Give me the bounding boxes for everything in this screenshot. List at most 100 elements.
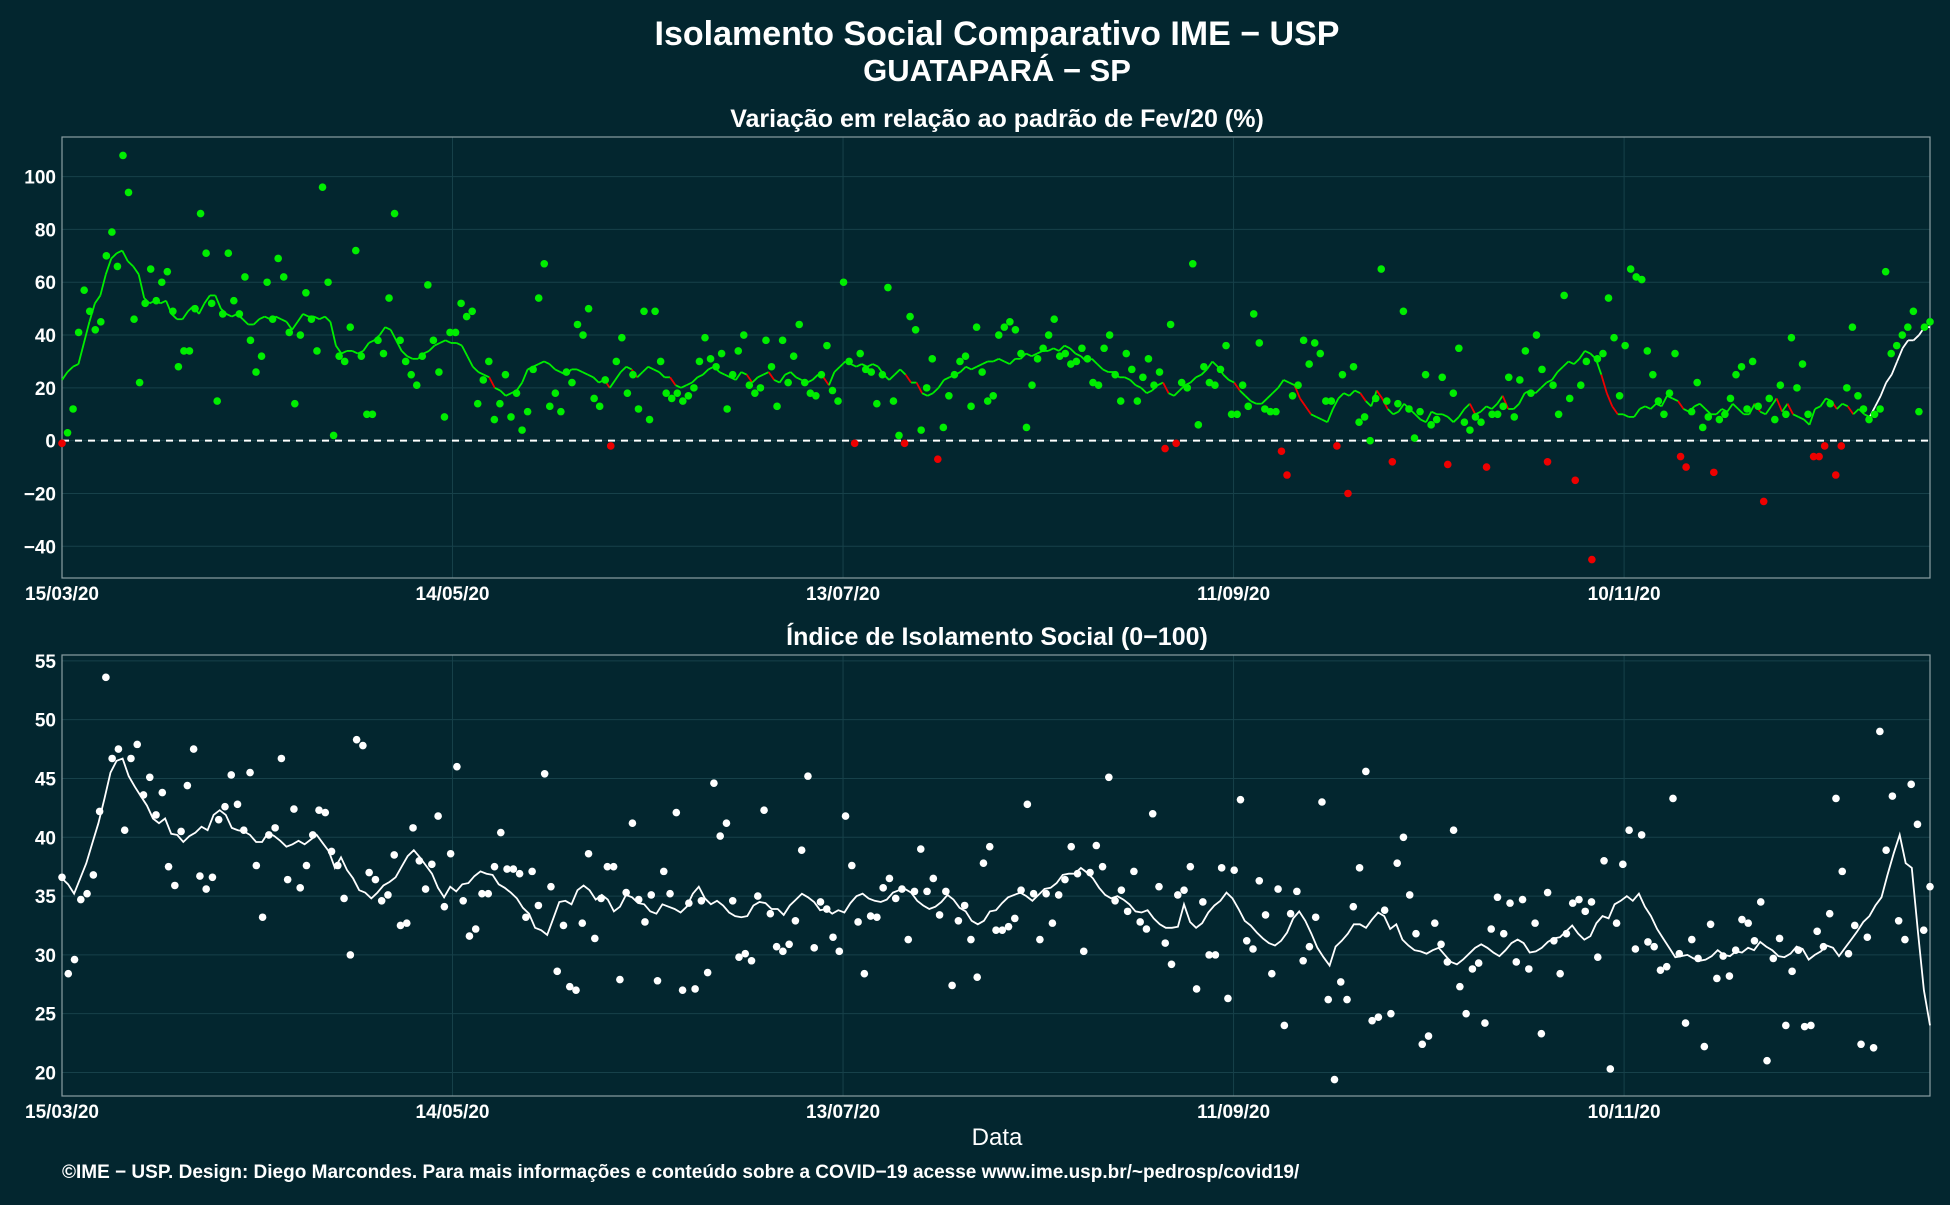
data-point: [1710, 468, 1718, 477]
data-point: [346, 951, 355, 959]
data-point: [1166, 320, 1175, 329]
data-point: [1643, 347, 1652, 355]
data-point: [1456, 982, 1464, 991]
data-point: [1787, 333, 1796, 342]
moving-average-segment: [1568, 360, 1575, 365]
data-point: [1022, 423, 1031, 432]
data-point: [1556, 969, 1564, 978]
data-point: [1255, 876, 1264, 885]
data-point: [1487, 925, 1496, 933]
moving-average-segment: [691, 376, 699, 384]
data-point: [1713, 974, 1721, 983]
data-point: [74, 328, 83, 337]
moving-average-segment: [1157, 381, 1164, 387]
data-point: [307, 315, 316, 324]
data-point: [978, 368, 986, 376]
data-point: [1804, 410, 1812, 419]
moving-average-segment: [850, 363, 857, 368]
moving-average-segment: [1195, 373, 1202, 379]
data-point: [618, 333, 626, 342]
moving-average-segment: [784, 371, 791, 376]
data-point: [1650, 942, 1658, 951]
moving-average-segment: [1283, 379, 1290, 384]
data-point: [1621, 341, 1629, 350]
data-point: [478, 889, 486, 898]
moving-average-segment: [981, 360, 989, 365]
data-point: [1399, 307, 1408, 316]
data-point: [706, 355, 715, 363]
data-point: [1562, 929, 1571, 938]
data-point: [1150, 381, 1158, 390]
moving-average-segment: [1348, 389, 1356, 397]
data-point: [678, 986, 687, 994]
moving-average-segment: [505, 392, 512, 397]
data-point: [239, 826, 248, 835]
y-tick-label: 40: [35, 828, 56, 849]
moving-average-segment: [1058, 344, 1066, 352]
data-point: [854, 918, 862, 926]
data-point: [174, 362, 183, 371]
data-point: [1116, 397, 1125, 405]
moving-average-segment: [625, 365, 633, 371]
moving-average-segment: [767, 371, 775, 381]
moving-average-segment: [1009, 358, 1016, 365]
data-point: [164, 862, 173, 871]
moving-average-segment: [1299, 397, 1307, 407]
data-point: [1318, 798, 1326, 806]
data-point: [1493, 893, 1502, 902]
data-point: [923, 887, 931, 896]
data-point: [63, 428, 72, 437]
moving-average-segment: [1458, 408, 1466, 418]
data-point: [1238, 381, 1247, 390]
data-point: [1360, 413, 1369, 421]
data-point: [557, 407, 565, 416]
data-point: [829, 933, 837, 942]
y-tick-label: 35: [35, 887, 57, 908]
data-point: [1294, 381, 1302, 390]
moving-average-segment: [1135, 384, 1142, 389]
data-point: [1460, 418, 1469, 426]
data-point: [1850, 921, 1859, 930]
data-point: [119, 151, 127, 160]
data-point: [453, 762, 461, 771]
data-point: [1499, 402, 1507, 411]
moving-average-segment: [378, 326, 386, 336]
data-point: [1349, 902, 1358, 911]
data-point: [1355, 418, 1363, 426]
data-point: [950, 370, 959, 379]
data-point: [1023, 800, 1032, 809]
data-point: [390, 209, 399, 218]
data-point: [1756, 898, 1765, 906]
data-point: [741, 949, 750, 958]
moving-average-segment: [1173, 389, 1181, 397]
y-tick-label: 55: [35, 652, 57, 673]
moving-average-segment: [1025, 352, 1032, 357]
data-point: [867, 368, 876, 376]
data-point: [1612, 919, 1621, 927]
data-point: [141, 299, 149, 308]
data-point: [522, 913, 530, 922]
moving-average-segment: [1726, 403, 1734, 413]
data-point: [108, 754, 116, 763]
x-tick-label: 13/07/20: [806, 1102, 880, 1123]
moving-average-segment: [66, 366, 74, 373]
data-point: [739, 331, 748, 339]
data-point: [1233, 410, 1241, 419]
data-point: [80, 286, 88, 294]
data-point: [879, 884, 887, 892]
data-point: [1782, 1021, 1790, 1030]
data-point: [1732, 370, 1740, 379]
y-tick-label: 20: [35, 1063, 56, 1084]
data-point: [562, 368, 571, 376]
data-point: [973, 973, 981, 982]
data-point: [1011, 325, 1020, 334]
data-point: [568, 378, 576, 387]
data-point: [767, 362, 776, 371]
data-point: [1919, 926, 1928, 934]
data-point: [1073, 869, 1082, 878]
data-point: [1199, 898, 1207, 906]
data-point: [1288, 391, 1297, 400]
data-point: [1173, 891, 1182, 899]
data-point: [667, 394, 676, 403]
data-point: [83, 889, 91, 898]
